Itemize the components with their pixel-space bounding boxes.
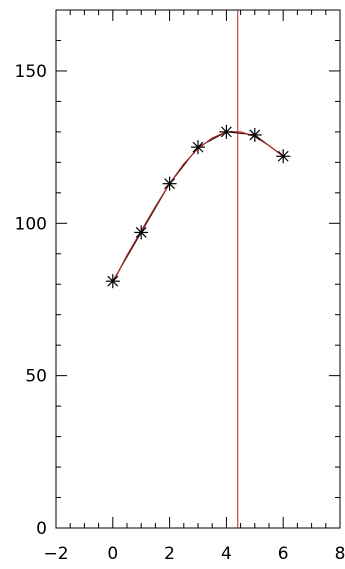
plot-frame	[55, 9, 341, 529]
data-point	[276, 149, 291, 164]
data-point	[105, 274, 120, 289]
data-point	[219, 124, 234, 139]
x-axis-tick-labels: −2 0 2 4 6 8	[43, 544, 345, 564]
data-point-stroke	[135, 227, 147, 238]
data-point-stroke	[107, 275, 119, 287]
data-point	[247, 127, 262, 142]
data-point-stroke	[277, 150, 289, 162]
data-point-stroke	[192, 141, 204, 153]
data-point-stroke	[249, 129, 261, 141]
data-point-stroke	[164, 178, 176, 190]
data-point-stroke	[220, 126, 232, 138]
data-point	[191, 140, 205, 155]
x-tick-label: 2	[164, 544, 175, 564]
data-series-line	[112, 131, 284, 282]
plot-area	[105, 10, 291, 528]
minor-ticks	[56, 9, 340, 528]
data-point	[134, 225, 149, 240]
x-tick-label: −2	[43, 544, 68, 564]
x-tick-label: 6	[278, 544, 289, 564]
x-tick-label: 0	[107, 544, 118, 564]
y-axis-tick-labels: 0 50 100 150	[15, 62, 47, 539]
y-tick-label: 100	[15, 214, 47, 234]
x-tick-label: 4	[221, 544, 232, 564]
y-tick-label: 50	[25, 367, 47, 387]
y-tick-label: 0	[36, 519, 47, 539]
major-ticks	[55, 10, 341, 529]
y-tick-label: 150	[15, 62, 47, 82]
x-tick-label: 8	[335, 544, 345, 564]
data-point	[162, 176, 177, 191]
fit-curve	[112, 131, 284, 283]
